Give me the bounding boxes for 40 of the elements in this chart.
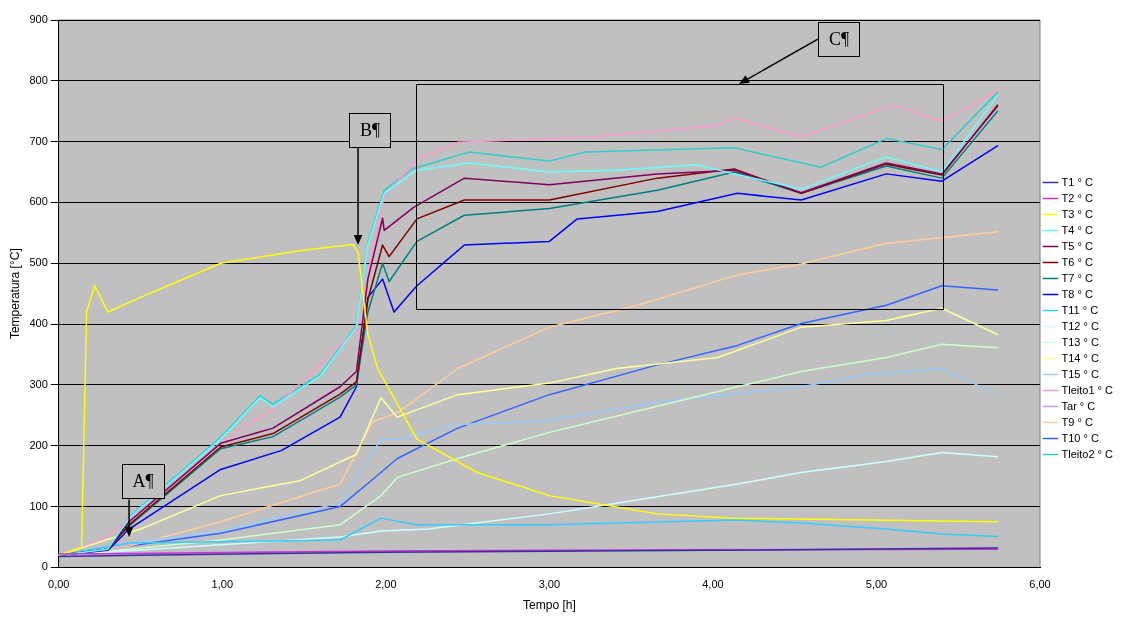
legend-label: T12 ° C [1061,319,1099,332]
y-tick-label: 100 [29,499,48,512]
legend-label: T14 ° C [1061,351,1099,364]
y-tick-label: 900 [29,13,48,26]
y-tick-label: 800 [29,73,48,86]
legend-label: T7 ° C [1061,271,1093,284]
legend-label: T6 ° C [1061,255,1093,268]
x-tick-label: 3,00 [538,578,561,591]
x-tick-label: 5,00 [865,578,888,591]
legend-label: T15 ° C [1061,367,1099,380]
y-axis-title: Temperatura [°C] [7,248,22,340]
annotation: C¶ [817,21,861,57]
x-tick-label: 0,00 [48,578,70,591]
y-tick-label: 600 [29,195,48,208]
x-tick-label: 1,00 [211,578,234,591]
y-tick-label: 500 [29,256,48,269]
x-tick-label: 2,00 [375,578,397,591]
x-axis-title: Tempo [h] [523,598,576,613]
legend-label: T10 ° C [1061,431,1099,444]
x-tick-label: 4,00 [702,578,724,591]
y-tick-label: 200 [29,438,48,451]
legend-label: T11 ° C [1061,303,1099,316]
legend-label: T13 ° C [1061,335,1099,348]
legend-label: T2 ° C [1061,191,1093,204]
y-tick-label: 300 [29,377,48,390]
legend-label: Tleito1 ° C [1061,383,1114,396]
legend-label: T5 ° C [1061,239,1093,252]
annotation: A¶ [121,464,165,500]
legend-label: T9 ° C [1061,415,1093,428]
legend-label: Tleito2 ° C [1061,447,1114,460]
legend-label: T3 ° C [1061,207,1093,220]
y-tick-label: 0 [41,560,48,573]
annotation: B¶ [349,112,392,148]
y-tick-label: 400 [29,317,48,330]
legend-label: T4 ° C [1061,223,1093,236]
x-tick-label: 6,00 [1029,578,1051,591]
legend-label: Tar ° C [1061,399,1096,412]
legend-label: T8 ° C [1061,287,1093,300]
legend-label: T1 ° C [1061,175,1093,188]
y-tick-label: 700 [29,134,48,147]
